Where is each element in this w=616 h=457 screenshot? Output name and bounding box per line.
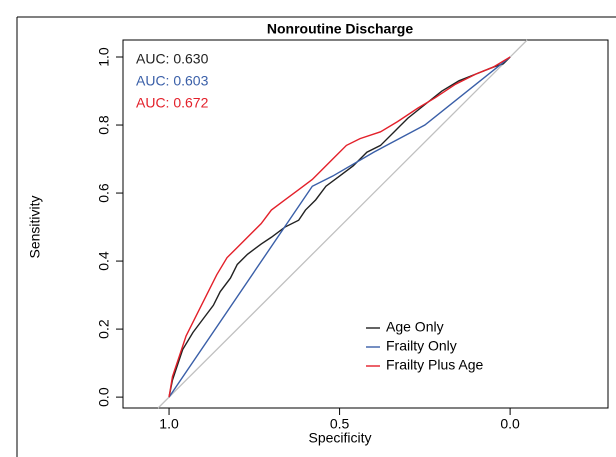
y-tick-label: 0.4	[96, 251, 112, 271]
roc-curve	[168, 56, 511, 398]
roc-curve	[168, 56, 511, 398]
y-tick-label: 0.2	[96, 319, 112, 339]
chart-title: Nonroutine Discharge	[267, 21, 413, 37]
y-tick-label: 0.8	[96, 115, 112, 135]
roc-curve	[168, 56, 511, 398]
legend-label: Age Only	[386, 319, 444, 335]
x-axis-label: Specificity	[308, 430, 371, 446]
auc-annotation: AUC: 0.630	[136, 51, 209, 67]
auc-annotation: AUC: 0.672	[136, 95, 209, 111]
legend-label: Frailty Only	[386, 338, 457, 354]
auc-annotation: AUC: 0.603	[136, 73, 209, 89]
x-tick-label: 0.0	[500, 416, 520, 432]
x-tick-label: 1.0	[159, 416, 179, 432]
reference-diagonal	[157, 39, 528, 409]
plot-box	[122, 39, 609, 409]
y-tick-label: 0.6	[96, 183, 112, 203]
y-tick-label: 1.0	[96, 47, 112, 67]
y-tick-label: 0.0	[96, 387, 112, 407]
legend-label: Frailty Plus Age	[386, 357, 483, 373]
y-axis-label: Sensitivity	[27, 195, 43, 258]
x-tick-label: 0.5	[330, 416, 350, 432]
